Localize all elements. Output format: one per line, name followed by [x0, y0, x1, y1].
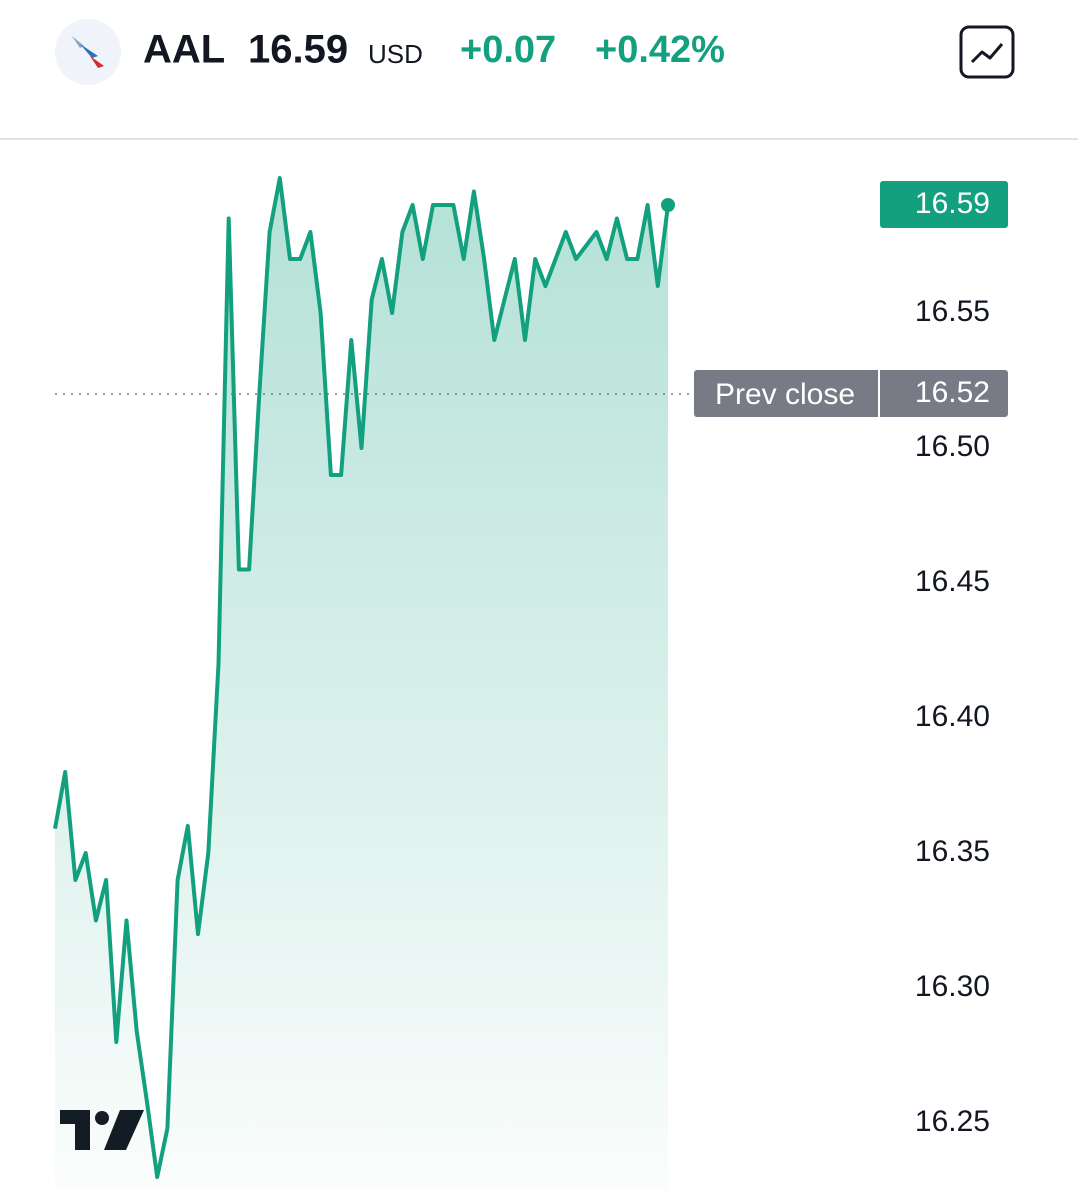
y-tick-label: 16.50: [915, 430, 990, 463]
y-tick-label: 16.35: [915, 835, 990, 868]
area-fill: [55, 178, 668, 1191]
currency: USD: [368, 39, 423, 69]
prev-close-label: Prev close: [715, 378, 855, 411]
y-tick-label: 16.30: [915, 970, 990, 1003]
change-percent: +0.42%: [595, 29, 725, 71]
y-tick-label: 16.40: [915, 700, 990, 733]
prev-close-value: 16.52: [915, 376, 990, 409]
last-price-label: 16.59: [915, 187, 990, 220]
y-tick-label: 16.55: [915, 295, 990, 328]
chart-type-button[interactable]: [959, 25, 1015, 79]
y-tick-label: 16.25: [915, 1105, 990, 1138]
prev-close-box: [694, 370, 1008, 417]
price: 16.59: [248, 28, 348, 72]
symbol: AAL: [143, 28, 225, 72]
last-price-box: [880, 181, 1008, 228]
change: +0.07: [460, 29, 556, 71]
y-tick-label: 16.45: [915, 565, 990, 598]
last-point: [661, 198, 675, 212]
price-line: [53, 176, 670, 1179]
logo: [55, 19, 121, 85]
